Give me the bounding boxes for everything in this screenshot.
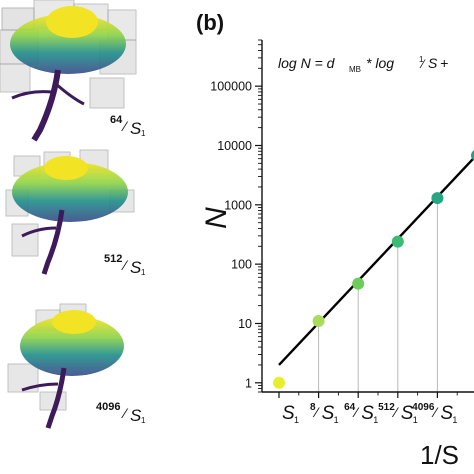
x-tick-main: S	[401, 403, 414, 424]
tree-branch	[21, 382, 59, 392]
tree-image-1	[0, 0, 137, 142]
tree-trunk	[31, 69, 61, 142]
tree-label-1-sub: 1	[141, 129, 146, 138]
x-tick-main: S	[282, 403, 295, 424]
y-tick-label: 100	[231, 258, 252, 272]
y-tick-label: 1	[245, 376, 252, 390]
formula-subscript: MB	[349, 65, 361, 74]
tree-crown	[12, 162, 128, 222]
x-tick-label: 512 ⁄ S 1	[378, 402, 418, 425]
tree-trunk	[41, 209, 65, 275]
formula-suffix: +	[440, 55, 448, 71]
tree-label-3: 4096 ⁄ S 1	[96, 401, 146, 425]
x-tick-sub: 1	[294, 415, 299, 425]
formula-prefix: log N = d	[278, 55, 336, 71]
tree-label-1-slash: ⁄	[121, 118, 129, 134]
tree-label-2: 512 ⁄ S 1	[104, 253, 146, 277]
tree-label-1: 64 ⁄ S 1	[110, 114, 146, 138]
box-cell	[11, 223, 39, 257]
fit-line	[278, 156, 474, 366]
tree-label-1-s: S	[130, 119, 142, 138]
tree-crown	[10, 14, 126, 74]
data-point	[471, 150, 474, 161]
data-point	[431, 192, 444, 205]
formula-frac-den: S	[428, 55, 438, 71]
tree-image-3	[7, 303, 124, 429]
tree-label-2-sub: 1	[141, 268, 146, 277]
x-tick-sub: 1	[334, 415, 339, 425]
y-tick-label: 100000	[210, 80, 252, 94]
tree-branch	[55, 82, 85, 106]
tree-branch	[21, 226, 57, 238]
box-cell	[89, 77, 125, 109]
fit-formula: log N = d MB * log 1 ⁄ S +	[278, 55, 448, 74]
x-tick-label: 64 ⁄ S 1	[344, 402, 378, 425]
x-tick-numerator: 4096	[412, 402, 435, 413]
x-tick-slash: ⁄	[431, 404, 439, 420]
data-points	[273, 150, 474, 389]
tree-image-2	[5, 149, 135, 275]
x-tick-slash: ⁄	[392, 404, 400, 420]
data-point	[391, 235, 404, 248]
tree-trunk	[45, 367, 67, 429]
panel-label: (b)	[196, 10, 224, 35]
formula-middle: * log	[366, 55, 394, 71]
x-tick-sub: 1	[373, 415, 378, 425]
x-tick-main: S	[440, 403, 453, 424]
x-tick-label: 8 ⁄ S 1	[310, 402, 339, 425]
tree-branch	[11, 90, 53, 100]
data-point	[352, 277, 365, 290]
tree-label-3-s: S	[130, 406, 142, 425]
tree-label-3-numerator: 4096	[96, 401, 120, 413]
x-tick-numerator: 512	[378, 402, 395, 413]
tree-label-2-slash: ⁄	[121, 257, 129, 273]
box-cell	[0, 63, 31, 93]
tree-crown-top	[44, 156, 88, 180]
x-tick-sub: 1	[452, 415, 457, 425]
tree-label-2-numerator: 512	[104, 253, 122, 265]
x-tick-main: S	[322, 403, 335, 424]
formula-frac-slash: ⁄	[419, 57, 426, 71]
x-tick-numerator: 64	[344, 402, 356, 413]
y-tick-label: 10000	[217, 139, 252, 153]
x-tick-slash: ⁄	[352, 404, 360, 420]
tree-label-2-s: S	[130, 258, 142, 277]
tree-label-1-numerator: 64	[110, 114, 123, 126]
drop-lines	[318, 198, 438, 392]
tree-label-3-sub: 1	[141, 416, 146, 425]
x-tick-numerator: 8	[310, 402, 316, 413]
x-axis-label: 1/S	[420, 440, 459, 470]
x-tick-slash: ⁄	[313, 404, 321, 420]
y-axis-label: N	[200, 207, 233, 229]
tree-crown-top	[46, 6, 98, 38]
tree-crown	[20, 316, 124, 376]
fit-line-group	[278, 156, 474, 366]
formula-frac-num: 1	[419, 55, 424, 64]
data-point	[273, 376, 285, 389]
x-tick-label: 4096 ⁄ S 1	[412, 402, 457, 425]
y-tick-label: 1000	[224, 198, 252, 212]
tree-crown-top	[52, 310, 96, 334]
y-axis: 1 10 100 1000 10000 100000	[210, 39, 263, 393]
x-tick-sub: 1	[413, 415, 418, 425]
y-tick-label: 10	[238, 317, 252, 331]
data-point	[312, 315, 325, 328]
tree-label-3-slash: ⁄	[121, 405, 129, 421]
x-tick-main: S	[361, 403, 374, 424]
